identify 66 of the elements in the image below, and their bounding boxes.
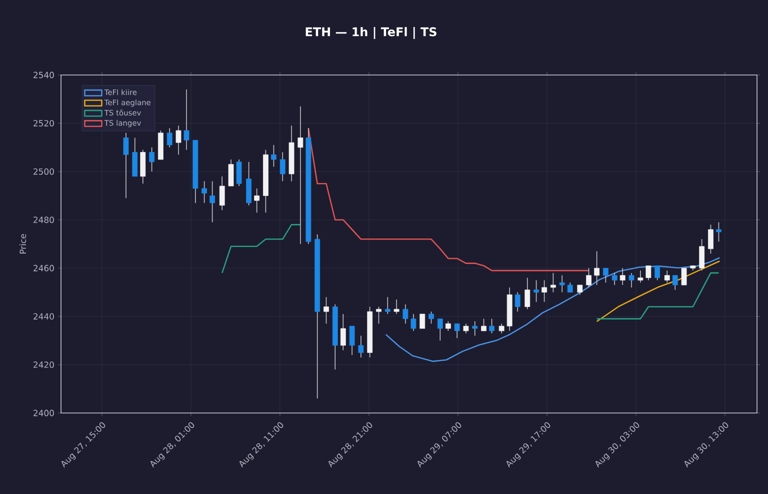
candlestick <box>149 147 154 172</box>
candlestick <box>394 299 400 314</box>
candlestick <box>586 268 592 288</box>
candlestick <box>681 268 687 286</box>
candlestick <box>219 176 225 211</box>
candlestick <box>524 277 530 310</box>
candlestick <box>664 270 670 284</box>
candlestick <box>472 320 478 336</box>
candlestick <box>481 318 486 332</box>
candlestick <box>550 272 556 293</box>
candlestick <box>567 282 573 293</box>
y-tick-label: 2400 <box>34 410 54 416</box>
candlestick <box>672 274 678 290</box>
candlestick <box>577 284 583 296</box>
candlestick <box>489 318 494 334</box>
candlestick <box>603 268 608 284</box>
candlestick <box>594 250 600 286</box>
candlestick <box>236 159 242 186</box>
y-axis-title: Price <box>20 234 26 254</box>
candlestick <box>463 323 469 334</box>
candlestick <box>654 265 660 281</box>
y-tick-label: 2460 <box>34 264 54 272</box>
candlestick <box>454 323 460 339</box>
candlestick <box>437 318 443 341</box>
candlestick <box>358 335 364 358</box>
candlestick <box>638 270 644 284</box>
candlestick <box>402 304 408 324</box>
candlestick <box>176 125 182 156</box>
candlestick <box>280 152 286 182</box>
chart-title: ETH — 1h | TeFl | TS <box>306 27 436 39</box>
candlestick <box>254 188 260 213</box>
candlestick <box>123 132 129 199</box>
y-tick-label: 2540 <box>34 72 54 78</box>
y-tick-label: 2440 <box>34 313 54 320</box>
candlestick <box>498 323 504 334</box>
candlestick <box>228 159 234 186</box>
candlestick <box>620 268 626 286</box>
candlestick <box>210 180 216 223</box>
candlestick <box>542 280 547 302</box>
candlestick <box>340 314 346 351</box>
y-tick-label: 2420 <box>34 362 54 368</box>
candlestick <box>646 265 652 281</box>
candlestick <box>628 272 634 288</box>
y-tick-label: 2500 <box>34 168 54 175</box>
candlestick <box>559 274 565 293</box>
candlestick <box>612 272 618 286</box>
candlestick <box>166 128 172 148</box>
candlestick <box>298 106 304 244</box>
candlestick <box>699 238 705 271</box>
candlestick <box>376 306 382 324</box>
y-tick-label: 2520 <box>34 120 54 126</box>
candlestick <box>184 89 190 150</box>
candlestick <box>324 296 329 324</box>
candlestick <box>410 314 416 332</box>
candlestick <box>428 311 434 324</box>
candlestick <box>349 326 355 356</box>
candlestick <box>271 144 276 168</box>
candlestick <box>534 280 539 302</box>
candlestick <box>445 320 451 332</box>
candlestick <box>708 224 714 254</box>
candlestick <box>514 292 520 312</box>
candlestick <box>384 296 390 314</box>
candlestick <box>202 180 207 204</box>
candlestick <box>716 222 722 242</box>
candlestick <box>420 314 426 329</box>
y-tick-label: 2480 <box>34 216 54 224</box>
